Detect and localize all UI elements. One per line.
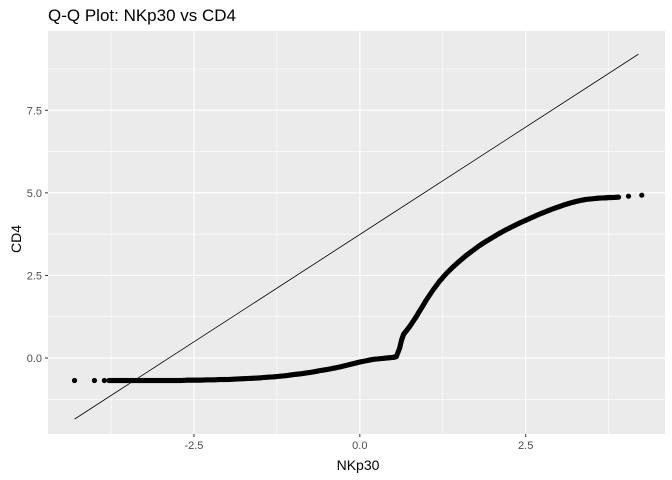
data-point: [101, 377, 107, 384]
y-tick-label: 7.5: [27, 105, 42, 117]
x-tick-label: 0.0: [352, 440, 367, 452]
y-tick-label: 5.0: [27, 188, 42, 200]
y-tick-label: 2.5: [27, 270, 42, 282]
y-axis-title: CD4: [8, 225, 24, 253]
data-points: [71, 192, 645, 384]
x-tick-label: -2.5: [184, 440, 203, 452]
x-tick-label: 2.5: [518, 440, 533, 452]
x-axis-ticks: -2.5 0.0 2.5: [184, 434, 533, 452]
data-point: [625, 193, 632, 199]
data-point: [71, 377, 78, 384]
reference-line-group: [74, 53, 639, 420]
chart-title: Q-Q Plot: NKp30 vs CD4: [48, 6, 236, 25]
data-point: [615, 194, 622, 200]
minor-gridlines: [48, 31, 665, 434]
x-axis-title: NKp30: [337, 457, 380, 473]
y-axis-ticks: 0.0 2.5 5.0 7.5: [27, 105, 48, 365]
data-point: [91, 377, 98, 384]
plot-panel: [48, 31, 665, 434]
reference-line: [74, 53, 639, 420]
major-gridlines: [48, 31, 665, 434]
y-tick-label: 0.0: [27, 353, 42, 365]
data-point: [639, 192, 645, 198]
